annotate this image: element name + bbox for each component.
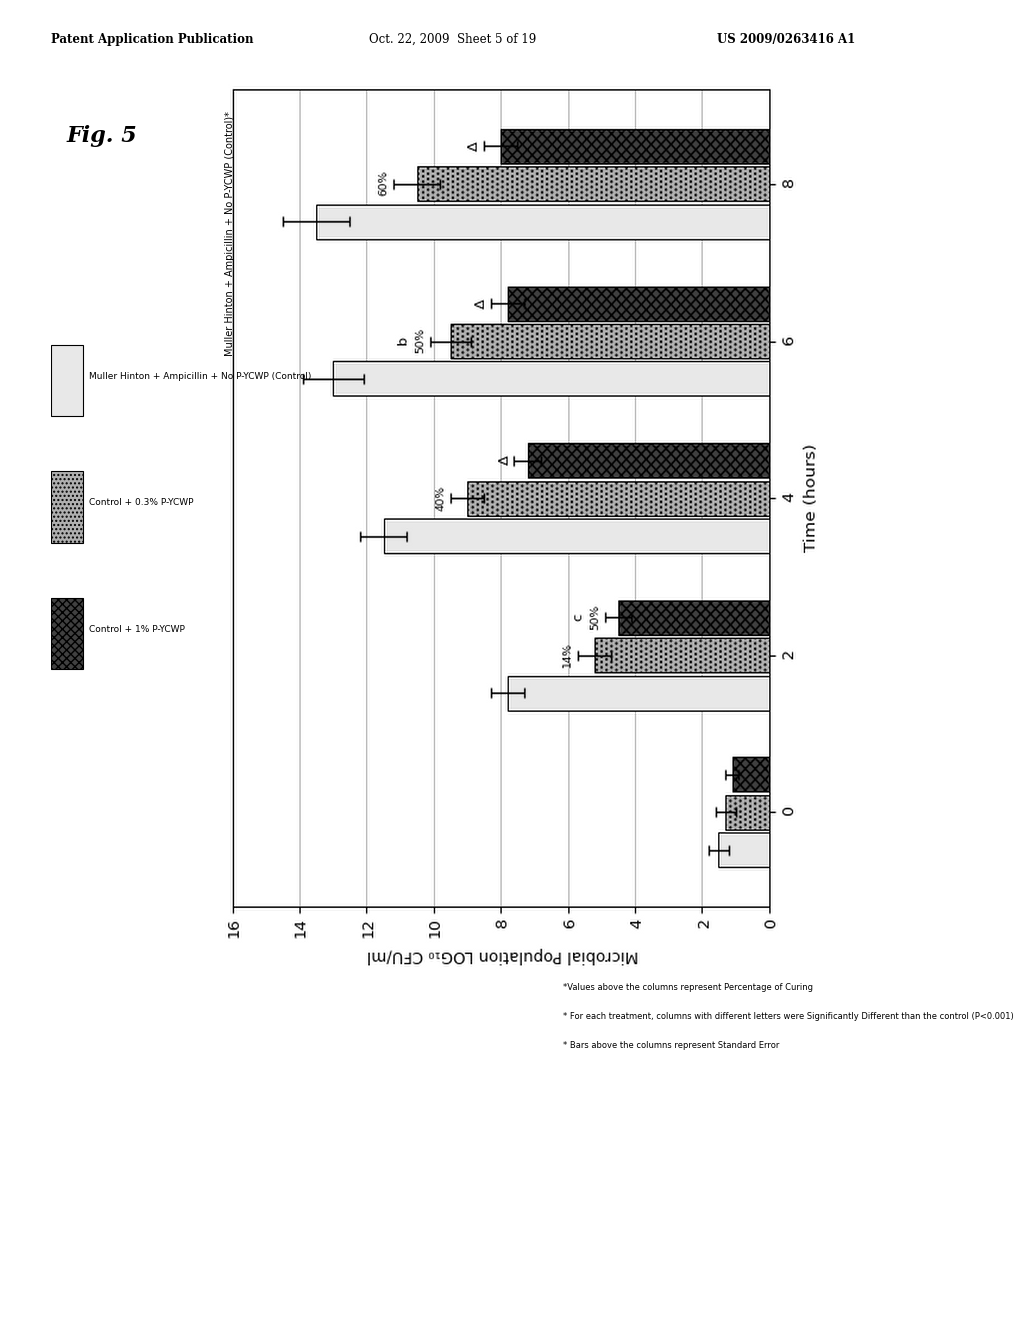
Bar [51,598,83,669]
Bar [51,471,83,543]
Text: US 2009/0263416 A1: US 2009/0263416 A1 [717,33,855,46]
Text: * For each treatment, columns with different letters were Significantly Differen: * For each treatment, columns with diffe… [563,1012,1014,1022]
Text: Oct. 22, 2009  Sheet 5 of 19: Oct. 22, 2009 Sheet 5 of 19 [369,33,536,46]
Text: Muller Hinton + Ampicillin + No P-YCWP (Control)*: Muller Hinton + Ampicillin + No P-YCWP (… [225,111,236,356]
Text: Fig. 5: Fig. 5 [67,125,137,148]
Text: Control + 1% P-YCWP: Control + 1% P-YCWP [89,626,185,634]
Text: * Bars above the columns represent Standard Error: * Bars above the columns represent Stand… [563,1041,779,1051]
Text: Muller Hinton + Ampicillin + No P-YCWP (Control): Muller Hinton + Ampicillin + No P-YCWP (… [89,372,312,380]
Bar [51,345,83,416]
Text: Patent Application Publication: Patent Application Publication [51,33,254,46]
Text: Control + 0.3% P-YCWP: Control + 0.3% P-YCWP [89,499,194,507]
Text: *Values above the columns represent Percentage of Curing: *Values above the columns represent Perc… [563,983,813,993]
